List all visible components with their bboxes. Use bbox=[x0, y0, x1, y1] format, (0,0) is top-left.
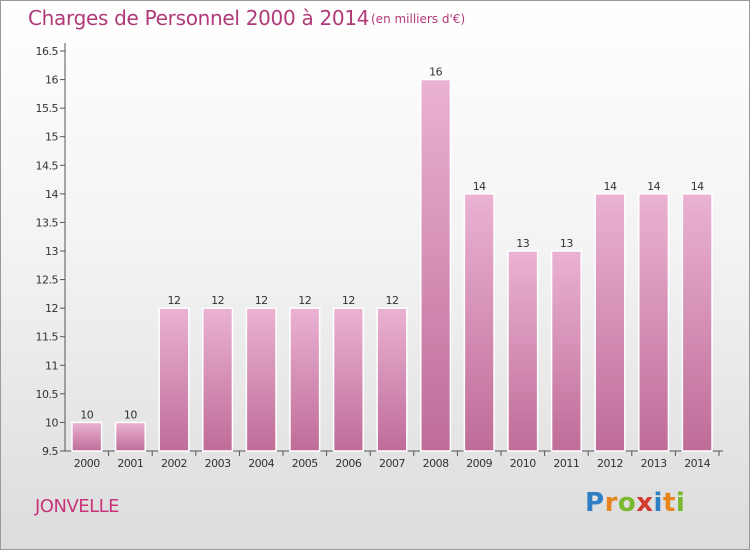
bar-2004 bbox=[245, 307, 277, 452]
bar-2002 bbox=[158, 307, 190, 452]
x-tick-label: 2001 bbox=[117, 457, 143, 470]
data-label: 14 bbox=[647, 180, 660, 193]
x-tick-label: 2002 bbox=[161, 457, 187, 470]
x-tick-label: 2006 bbox=[335, 457, 361, 470]
chart-title: Charges de Personnel 2000 à 2014 bbox=[28, 6, 370, 30]
data-label: 10 bbox=[124, 408, 137, 421]
y-tick-label: 16.5 bbox=[36, 45, 59, 58]
bar-2006 bbox=[332, 307, 364, 452]
logo-letter: P bbox=[585, 488, 605, 518]
logo-letter: o bbox=[617, 488, 637, 518]
x-tick-label: 2009 bbox=[466, 457, 492, 470]
data-label: 12 bbox=[168, 294, 181, 307]
data-label: 16 bbox=[429, 66, 442, 79]
x-tick-label: 2008 bbox=[423, 457, 449, 470]
bar-2000 bbox=[71, 421, 103, 452]
y-tick-label: 10.5 bbox=[36, 388, 59, 401]
bar-2010 bbox=[507, 250, 539, 452]
x-tick-label: 2000 bbox=[74, 457, 100, 470]
data-label: 13 bbox=[516, 237, 529, 250]
x-tick-label: 2007 bbox=[379, 457, 405, 470]
logo-letter: i bbox=[675, 488, 686, 518]
y-tick-label: 12 bbox=[45, 302, 58, 315]
bar-2011 bbox=[550, 250, 582, 452]
y-tick-label: 16 bbox=[45, 74, 58, 87]
logo-letter: t bbox=[662, 488, 676, 518]
x-tick-label: 2005 bbox=[292, 457, 318, 470]
data-label: 12 bbox=[211, 294, 224, 307]
y-tick-label: 9.5 bbox=[42, 445, 58, 458]
data-label: 10 bbox=[80, 408, 93, 421]
bar-2012 bbox=[594, 193, 626, 452]
bar-2014 bbox=[681, 193, 713, 452]
logo-letter: i bbox=[653, 488, 663, 518]
data-label: 13 bbox=[560, 237, 573, 250]
bar-2005 bbox=[289, 307, 321, 452]
x-tick-label: 2012 bbox=[597, 457, 623, 470]
y-tick-label: 13 bbox=[45, 245, 58, 258]
data-label: 14 bbox=[604, 180, 617, 193]
bar-2001 bbox=[114, 421, 146, 452]
chart-subtitle: (en milliers d'€) bbox=[371, 12, 466, 26]
y-tick-label: 13.5 bbox=[36, 216, 59, 229]
bar-2009 bbox=[463, 193, 495, 452]
data-label: 12 bbox=[298, 294, 311, 307]
y-tick-label: 15 bbox=[45, 131, 58, 144]
data-label: 14 bbox=[473, 180, 486, 193]
y-tick-label: 12.5 bbox=[36, 274, 59, 287]
bar-2013 bbox=[638, 193, 670, 452]
bar-2003 bbox=[202, 307, 234, 452]
x-tick-label: 2014 bbox=[684, 457, 710, 470]
logo-letter: r bbox=[604, 488, 618, 518]
x-tick-label: 2003 bbox=[205, 457, 231, 470]
y-tick-label: 10 bbox=[45, 416, 58, 429]
x-tick-label: 2013 bbox=[641, 457, 667, 470]
y-tick-label: 11.5 bbox=[36, 331, 59, 344]
data-label: 14 bbox=[691, 180, 704, 193]
bar-2007 bbox=[376, 307, 408, 452]
y-tick-label: 15.5 bbox=[36, 102, 59, 115]
x-tick-label: 2004 bbox=[248, 457, 274, 470]
y-tick-label: 11 bbox=[45, 359, 58, 372]
place-name: JONVELLE bbox=[35, 496, 120, 517]
data-label: 12 bbox=[342, 294, 355, 307]
y-tick-label: 14.5 bbox=[36, 159, 59, 172]
data-label: 12 bbox=[255, 294, 268, 307]
x-tick-label: 2010 bbox=[510, 457, 536, 470]
logo-letter: x bbox=[636, 488, 654, 518]
x-tick-label: 2011 bbox=[553, 457, 579, 470]
bar-2008 bbox=[420, 78, 452, 452]
y-tick-label: 14 bbox=[45, 188, 58, 201]
proxiti-logo: Proxiti bbox=[585, 488, 685, 518]
data-label: 12 bbox=[386, 294, 399, 307]
